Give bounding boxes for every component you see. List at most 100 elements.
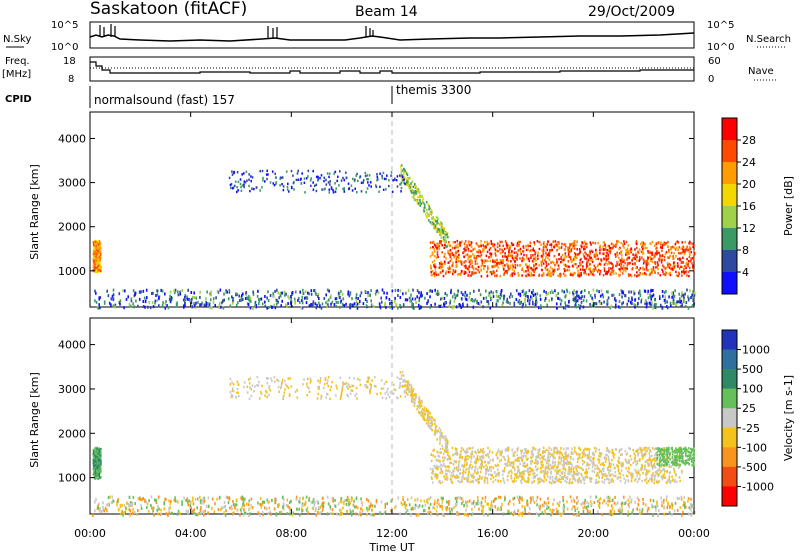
heatmap-cell xyxy=(567,461,570,464)
heatmap-cell xyxy=(527,476,529,480)
heatmap-cell xyxy=(680,252,683,255)
heatmap-cell xyxy=(589,459,592,462)
heatmap-cell xyxy=(690,257,693,260)
heatmap-cell xyxy=(97,469,100,472)
heatmap-cell xyxy=(599,294,602,298)
heatmap-cell xyxy=(523,293,525,297)
heatmap-cell xyxy=(261,169,264,173)
heatmap-cell xyxy=(647,459,649,462)
heatmap-cell xyxy=(693,256,695,260)
heatmap-cell xyxy=(688,266,691,270)
heatmap-cell xyxy=(640,451,643,455)
heatmap-cell xyxy=(606,251,608,255)
heatmap-cell xyxy=(589,267,591,271)
heatmap-cell xyxy=(680,469,683,473)
heatmap-cell xyxy=(608,261,610,264)
heatmap-cell xyxy=(471,446,474,450)
heatmap-cell xyxy=(474,470,476,474)
heatmap-cell xyxy=(635,252,637,255)
heatmap-cell xyxy=(438,427,441,430)
heatmap-cell xyxy=(315,306,318,310)
heatmap-cell xyxy=(509,274,512,277)
heatmap-cell xyxy=(413,404,416,407)
heatmap-cell xyxy=(666,305,668,309)
freq-tick-bottom: 8 xyxy=(68,74,74,85)
heatmap-cell xyxy=(589,477,591,480)
heatmap-cell xyxy=(414,185,416,188)
heatmap-cell xyxy=(156,289,159,293)
heatmap-cell xyxy=(615,272,617,275)
heatmap-cell xyxy=(370,185,372,188)
heatmap-cell xyxy=(546,248,549,252)
heatmap-cell xyxy=(574,302,577,306)
heatmap-cell xyxy=(481,250,484,253)
heatmap-cell xyxy=(686,245,688,249)
heatmap-cell xyxy=(100,447,102,451)
heatmap-cell xyxy=(100,459,102,462)
heatmap-cell xyxy=(567,453,570,456)
heatmap-cell xyxy=(455,476,457,479)
heatmap-cell xyxy=(641,256,643,259)
heatmap-cell xyxy=(545,253,548,256)
heatmap-cell xyxy=(436,438,439,441)
heatmap-cell xyxy=(359,299,361,303)
heatmap-cell xyxy=(555,302,558,306)
heatmap-cell xyxy=(626,475,629,478)
heatmap-cell xyxy=(472,268,475,271)
heatmap-cell xyxy=(239,182,242,186)
heatmap-cell xyxy=(216,290,219,293)
heatmap-cell xyxy=(659,243,662,246)
heatmap-cell xyxy=(411,396,413,399)
heatmap-cell xyxy=(585,299,588,303)
heatmap-cell xyxy=(544,458,547,462)
heatmap-cell xyxy=(660,454,663,458)
heatmap-cell xyxy=(447,453,449,457)
heatmap-cell xyxy=(573,296,576,300)
heatmap-cell xyxy=(315,183,318,186)
heatmap-cell xyxy=(525,254,528,257)
heatmap-cell xyxy=(480,258,483,262)
heatmap-cell xyxy=(510,474,512,478)
heatmap-cell xyxy=(482,244,484,247)
heatmap-cell xyxy=(673,455,676,458)
heatmap-cell xyxy=(467,241,470,245)
heatmap-cell xyxy=(693,450,695,454)
heatmap-cell xyxy=(592,241,594,244)
heatmap-cell xyxy=(519,456,521,459)
heatmap-cell xyxy=(471,273,473,276)
heatmap-cell xyxy=(450,290,452,294)
heatmap-cell xyxy=(654,459,656,463)
heatmap-cell xyxy=(517,446,520,450)
heatmap-cell xyxy=(543,289,545,293)
heatmap-cell xyxy=(558,253,560,256)
heatmap-cell xyxy=(559,450,561,453)
heatmap-cell xyxy=(462,471,464,475)
heatmap-cell xyxy=(103,300,106,304)
heatmap-cell xyxy=(462,304,464,308)
heatmap-cell xyxy=(628,459,630,463)
heatmap-cell xyxy=(598,262,601,265)
heatmap-cell xyxy=(558,480,560,483)
heatmap-cell xyxy=(438,304,440,308)
heatmap-cell xyxy=(186,297,189,301)
heatmap-cell xyxy=(242,298,244,301)
heatmap-cell xyxy=(542,455,544,459)
heatmap-cell xyxy=(664,271,667,274)
heatmap-cell xyxy=(466,267,469,270)
heatmap-cell xyxy=(620,241,622,245)
heatmap-cell xyxy=(430,459,433,462)
heatmap-cell xyxy=(585,463,588,467)
heatmap-cell xyxy=(438,465,440,468)
heatmap-cell xyxy=(601,293,604,297)
heatmap-cell xyxy=(449,299,452,303)
heatmap-cell xyxy=(515,476,518,479)
heatmap-cell xyxy=(548,468,550,471)
heatmap-cell xyxy=(622,301,624,305)
heatmap-cell xyxy=(408,387,411,390)
heatmap-cell xyxy=(476,256,479,259)
heatmap-cell xyxy=(670,480,672,483)
heatmap-cell xyxy=(226,290,228,294)
heatmap-cell xyxy=(576,299,579,303)
heatmap-cell xyxy=(570,481,573,485)
heatmap-cell xyxy=(665,470,668,473)
